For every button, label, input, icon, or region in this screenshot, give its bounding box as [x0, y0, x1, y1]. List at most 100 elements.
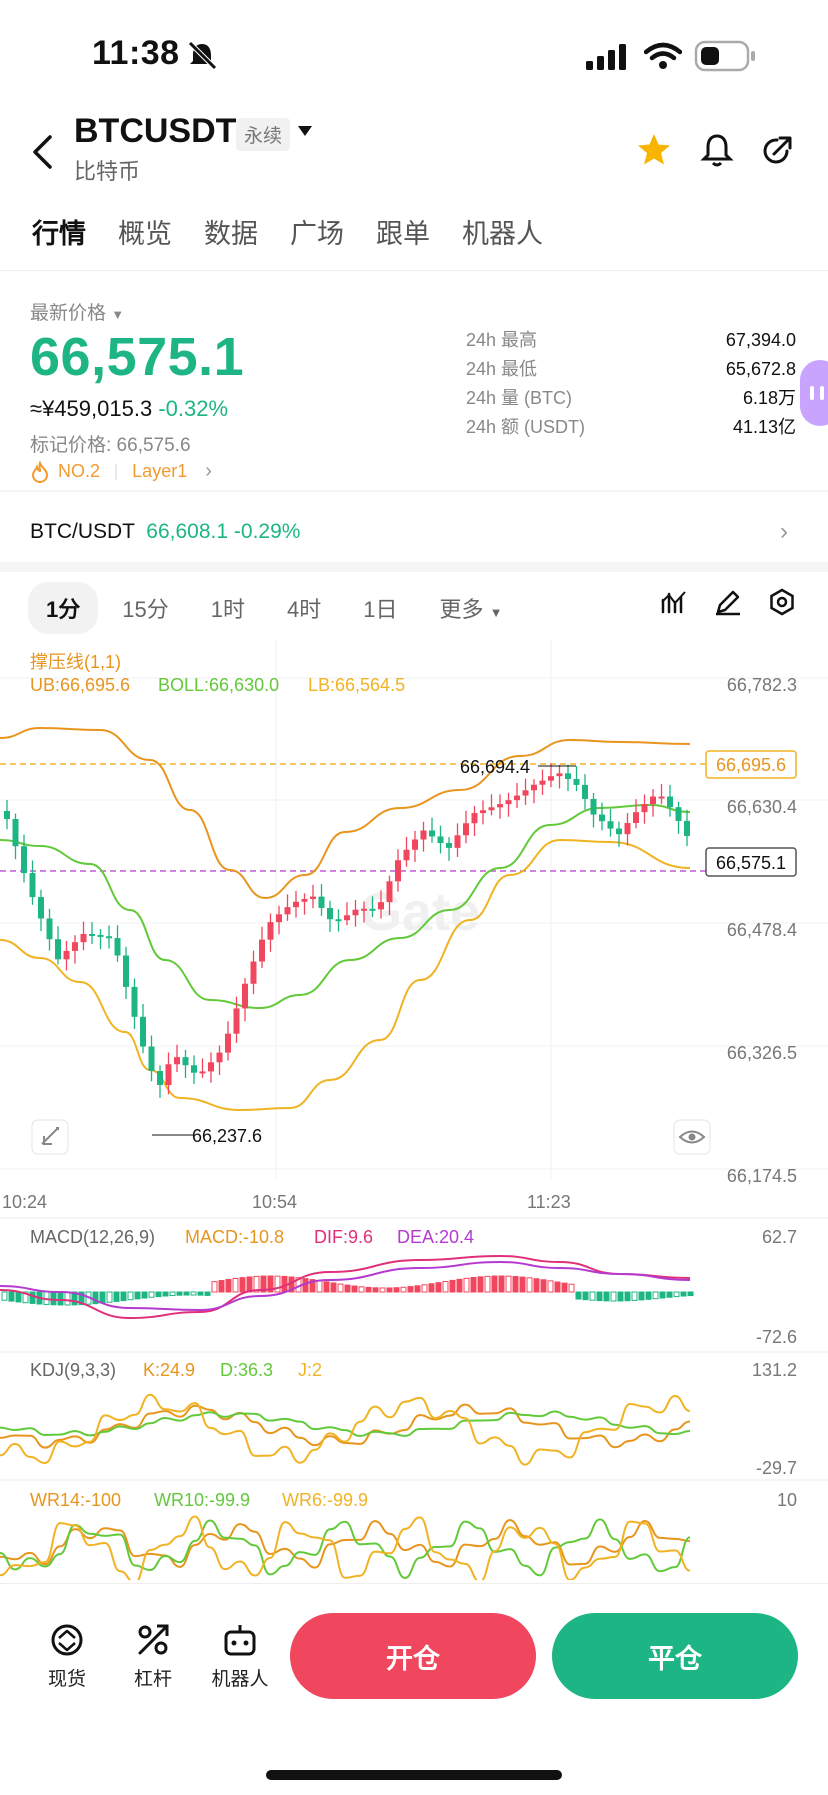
spot-pair-name: BTC/USDT [30, 520, 135, 543]
macd-bar [92, 1291, 99, 1305]
macd-value: MACD:-10.8 [185, 1227, 284, 1247]
tags-row[interactable]: NO.2 | Layer1 › [30, 460, 212, 483]
candle-body [174, 1057, 180, 1065]
macd-bar [358, 1286, 365, 1293]
legend-ub: UB:66,695.6 [30, 675, 130, 695]
macd-bar [78, 1291, 85, 1306]
k-line [0, 1403, 691, 1449]
candle-body [522, 790, 529, 796]
candle-body [361, 908, 367, 911]
spot-icon [51, 1624, 83, 1656]
tf-4h[interactable]: 4时 [286, 597, 322, 622]
open-position-button[interactable]: 开仓 [290, 1613, 536, 1699]
macd-bar [50, 1291, 57, 1306]
stat-volume: 24h 量 (BTC) 6.18万 [466, 388, 796, 408]
macd-bar [589, 1291, 596, 1301]
last-price-label[interactable]: 最新价格 ▼ [30, 303, 125, 324]
symbol-subtitle: 比特币 [74, 159, 141, 184]
wr14-value: WR14:-100 [30, 1490, 121, 1510]
chart-settings-icon[interactable] [768, 588, 796, 616]
macd-max: 62.7 [762, 1227, 797, 1247]
candle-body [395, 860, 401, 882]
share-icon[interactable] [760, 134, 794, 168]
macd-bar [337, 1283, 344, 1293]
tf-1h[interactable]: 1时 [210, 597, 245, 622]
candle-body [310, 896, 316, 900]
candle-body [293, 901, 299, 908]
macd-bar [148, 1291, 155, 1298]
macd-bar [400, 1286, 407, 1293]
star-icon[interactable] [636, 132, 672, 168]
symbol-dropdown-icon[interactable] [296, 124, 314, 138]
status-time: 11:38 [92, 34, 180, 72]
last-price: 66,575.1 [30, 327, 245, 387]
robot-icon [224, 1625, 256, 1656]
candle-body [369, 908, 376, 911]
tab-square[interactable]: 广场 [290, 219, 344, 249]
stat-turnover: 24h 额 (USDT) 41.13亿 [466, 417, 796, 437]
tf-15m[interactable]: 15分 [122, 597, 169, 622]
tf-1d[interactable]: 1日 [363, 597, 398, 622]
macd-bar [603, 1291, 610, 1302]
macd-bar [113, 1291, 120, 1302]
lb-band-line [0, 838, 691, 1112]
last-price-tag-box [705, 847, 797, 877]
bottom-divider [0, 1583, 828, 1584]
macd-bar [540, 1279, 547, 1293]
bot-button[interactable]: 机器人 [204, 1622, 276, 1691]
d-line [0, 1410, 691, 1437]
spot-pair-row[interactable]: BTC/USDT 66,608.1 -0.29% [30, 520, 300, 544]
symbol-title[interactable]: BTCUSDT [74, 112, 237, 150]
spot-pair-chevron-icon[interactable]: › [780, 518, 788, 545]
tab-market[interactable]: 行情 [32, 219, 86, 249]
candle-body [378, 902, 384, 910]
tf-more[interactable]: 更多 ▼ [439, 597, 503, 622]
indicator-icon[interactable] [660, 588, 688, 616]
draw-pen-icon[interactable] [714, 588, 742, 616]
tf-1m[interactable]: 1分 [28, 582, 99, 634]
eye-icon [678, 1130, 706, 1144]
eye-pupil [688, 1133, 696, 1141]
spot-button[interactable]: 现货 [32, 1622, 102, 1691]
candle-body [386, 881, 393, 903]
candle-body [446, 843, 452, 848]
macd-bar [155, 1291, 162, 1298]
contract-tag: 永续 [236, 118, 291, 151]
macd-bar [372, 1287, 379, 1293]
close-position-button[interactable]: 平仓 [552, 1613, 798, 1699]
macd-histogram [1, 1275, 694, 1306]
macd-bar [477, 1276, 484, 1293]
candle-body [4, 811, 10, 820]
kline-chart[interactable]: Gate 撑压线(1,1) UB:66,695.6 BOLL:66,630.0 … [0, 640, 828, 1580]
candle-body [497, 804, 503, 808]
tab-bots[interactable]: 机器人 [462, 219, 543, 249]
candle-body [259, 939, 265, 962]
candle-body [182, 1057, 189, 1066]
macd-bar [638, 1291, 645, 1301]
tab-overview[interactable]: 概览 [118, 219, 172, 249]
back-arrow-icon[interactable] [30, 134, 54, 170]
wr-max: 10 [777, 1490, 797, 1510]
stats-24h: 24h 最高 67,394.0 24h 最低 65,672.8 24h 量 (BTC… [466, 326, 796, 442]
macd-bar [393, 1287, 400, 1293]
macd-bar [15, 1291, 22, 1303]
tab-data[interactable]: 数据 [204, 219, 258, 249]
floating-assistant-button[interactable] [800, 360, 828, 426]
macd-bar [120, 1291, 127, 1302]
home-indicator[interactable] [266, 1770, 562, 1780]
candle-body [225, 1033, 231, 1053]
candle-body [352, 909, 359, 916]
macd-bar [498, 1275, 505, 1293]
candle-body [72, 942, 78, 951]
leverage-button[interactable]: 杠杆 [118, 1622, 188, 1691]
tab-copy-trading[interactable]: 跟单 [376, 219, 430, 249]
bell-icon[interactable] [700, 132, 734, 170]
candlesticks [4, 763, 690, 1098]
section-gap [0, 562, 828, 572]
macd-bar [386, 1287, 393, 1293]
candle-body [276, 914, 282, 923]
macd-bar [533, 1278, 540, 1293]
candle-body [97, 934, 104, 937]
divider [0, 490, 828, 492]
macd-bar [204, 1291, 211, 1296]
